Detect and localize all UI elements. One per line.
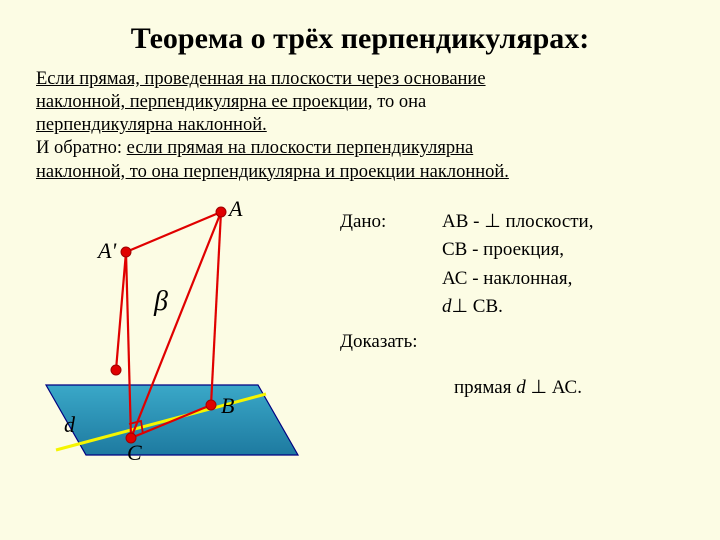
d-symbol: d: [442, 296, 452, 317]
given-label: Дано:: [340, 208, 418, 237]
content-row: A A' B Cd β Дано: АВ - ⊥ плоскости, СВ - про…: [36, 200, 684, 470]
stmt-line: перпендикулярна наклонной.: [36, 115, 267, 135]
d-symbol: d: [516, 377, 526, 398]
labels-block: Дано: АВ - ⊥ плоскости, СВ - проекция, А…: [340, 200, 684, 403]
svg-text:C: C: [127, 440, 142, 465]
given-line: АВ - ⊥ плоскости,: [442, 208, 593, 237]
prove-label: Доказать:: [340, 328, 418, 357]
svg-text:A: A: [227, 200, 243, 221]
page-title: Теорема о трёх перпендикулярах:: [36, 22, 684, 56]
theorem-figure: A A' B Cd β: [36, 200, 316, 470]
svg-text:A': A': [96, 238, 116, 263]
stmt-line: наклонной, то она перпендикулярна и прое…: [36, 162, 509, 182]
given-lines: АВ - ⊥ плоскости, СВ - проекция, АС - на…: [442, 208, 593, 322]
svg-text:d: d: [64, 412, 76, 437]
given-line: d⊥ СВ.: [442, 293, 593, 322]
prove-line: прямая d ⊥ АС.: [454, 374, 684, 403]
stmt-line: наклонной, перпендикулярна ее проекции,: [36, 92, 373, 112]
stmt-line: И обратно:: [36, 138, 127, 158]
svg-text:B: B: [221, 393, 234, 418]
svg-text:β: β: [153, 286, 168, 317]
given-line: СВ - проекция,: [442, 236, 593, 265]
theorem-statement: Если прямая, проведенная на плоскости че…: [36, 68, 684, 184]
stmt-line: Если прямая, проведенная на плоскости че…: [36, 69, 486, 89]
stmt-line: то она: [377, 92, 426, 112]
given-line: АС - наклонная,: [442, 265, 593, 294]
stmt-line: если прямая на плоскости перпендикулярна: [127, 138, 474, 158]
